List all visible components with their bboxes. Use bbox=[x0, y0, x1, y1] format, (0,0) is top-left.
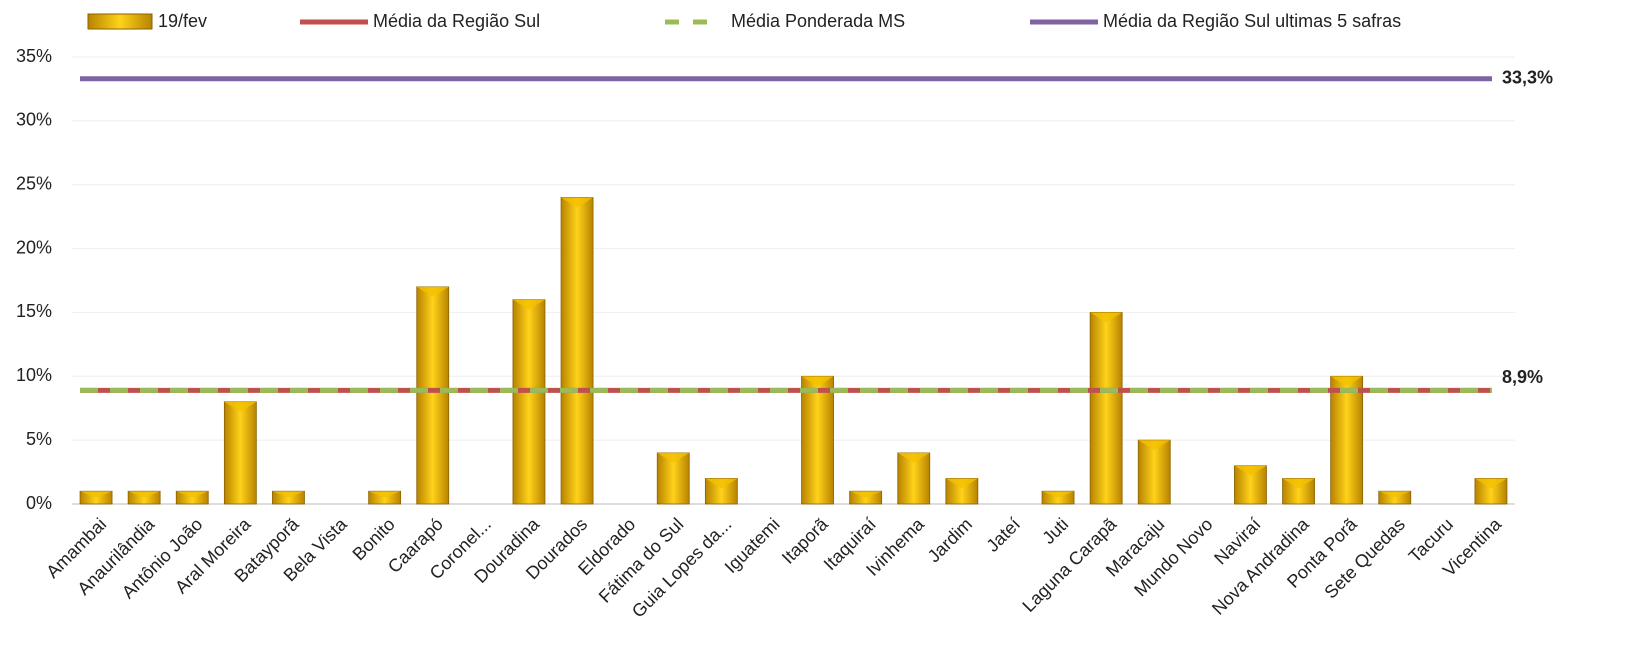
bar bbox=[1089, 312, 1123, 505]
y-tick-label: 20% bbox=[16, 237, 52, 257]
y-tick-label: 15% bbox=[16, 301, 52, 321]
bar-bevel bbox=[512, 299, 545, 310]
bar-bevel bbox=[801, 376, 834, 387]
bar-bevel bbox=[368, 491, 401, 498]
y-tick-label: 5% bbox=[26, 429, 52, 449]
bar-bevel bbox=[1330, 376, 1363, 387]
y-tick-label: 10% bbox=[16, 365, 52, 385]
line-label: 8,9% bbox=[1502, 367, 1543, 387]
x-tick-label: Fátima do Sul bbox=[595, 514, 688, 607]
bar bbox=[223, 401, 257, 505]
x-tick-label: Juti bbox=[1038, 514, 1072, 548]
bar-bevel bbox=[897, 452, 930, 463]
bar-bevel bbox=[1138, 440, 1171, 451]
legend-swatch bbox=[87, 13, 153, 30]
line-label: 33,3% bbox=[1502, 67, 1553, 87]
bar bbox=[801, 375, 834, 505]
legend-label: Média da Região Sul ultimas 5 safras bbox=[1103, 11, 1401, 31]
legend-label: 19/fev bbox=[158, 11, 207, 31]
bar-bevel bbox=[561, 197, 594, 208]
bar-bevel bbox=[1042, 491, 1075, 498]
bar-bevel bbox=[1474, 478, 1507, 489]
bar-bevel bbox=[1090, 312, 1123, 323]
bar bbox=[1137, 439, 1171, 505]
bar-bevel bbox=[1234, 465, 1267, 476]
bar-bevel bbox=[128, 491, 161, 498]
bar bbox=[1330, 375, 1364, 505]
bar bbox=[897, 452, 931, 505]
y-tick-label: 30% bbox=[16, 110, 52, 130]
bar-bevel bbox=[80, 491, 113, 498]
bar bbox=[416, 286, 450, 505]
legend-label: Média Ponderada MS bbox=[731, 11, 905, 31]
bar bbox=[560, 197, 594, 505]
bar-bevel bbox=[705, 478, 738, 489]
bar bbox=[1474, 478, 1508, 505]
y-tick-label: 0% bbox=[26, 493, 52, 513]
bar-bevel bbox=[1378, 491, 1411, 498]
x-tick-label: Jardim bbox=[924, 514, 976, 566]
bar-bevel bbox=[224, 401, 257, 412]
bar-bevel bbox=[849, 491, 882, 498]
x-tick-label: Jateí bbox=[982, 514, 1024, 556]
legend-label: Média da Região Sul bbox=[373, 11, 540, 31]
bar-bevel bbox=[176, 491, 209, 498]
bar-bevel bbox=[416, 286, 449, 297]
bar-bevel bbox=[657, 452, 690, 463]
y-tick-label: 35% bbox=[16, 46, 52, 66]
bar-bevel bbox=[272, 491, 305, 498]
bar-bevel bbox=[945, 478, 978, 489]
bar bbox=[512, 299, 546, 505]
y-tick-label: 25% bbox=[16, 173, 52, 193]
bar-bevel bbox=[1282, 478, 1315, 489]
